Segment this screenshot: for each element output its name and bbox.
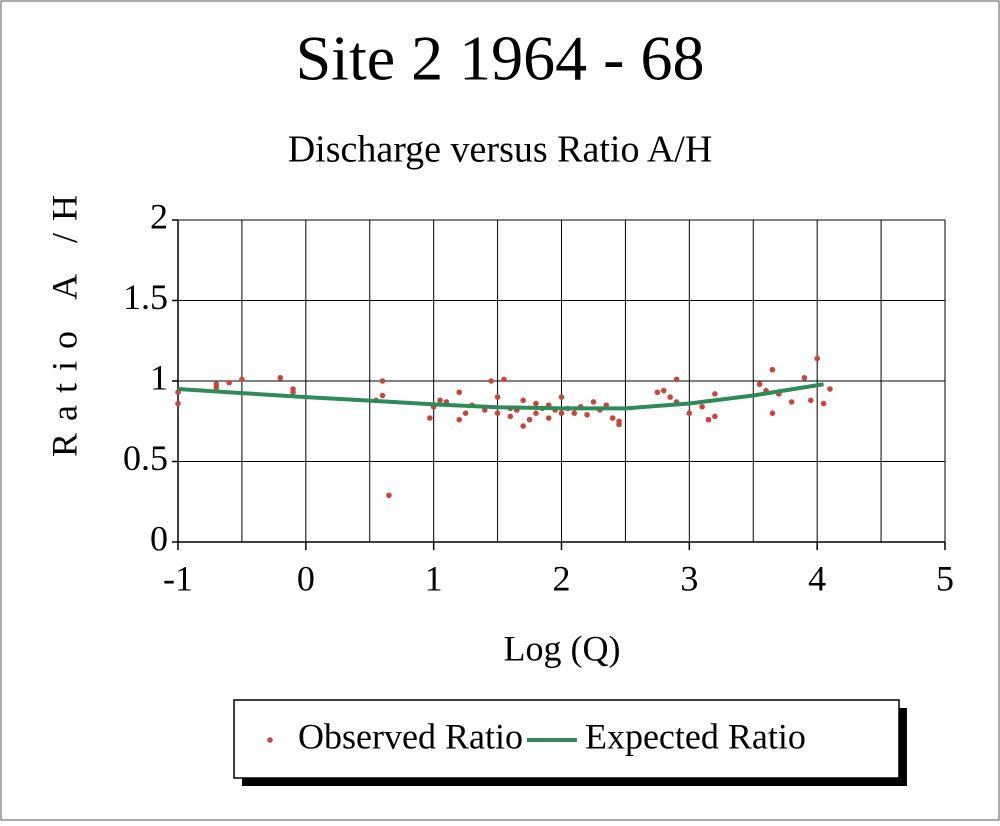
data-point [712, 413, 718, 420]
data-point [427, 415, 433, 421]
data-point [386, 492, 392, 499]
y-tick-label: 1.5 [123, 277, 168, 317]
data-point [277, 374, 284, 381]
data-point [213, 384, 220, 391]
data-point [827, 386, 833, 392]
data-point [239, 376, 245, 383]
chart-title: Site 2 1964 - 68 [296, 23, 705, 94]
data-point [462, 410, 469, 417]
data-point [290, 389, 296, 396]
data-point [558, 394, 565, 400]
y-tick-label: 0.5 [123, 438, 168, 478]
data-point [814, 355, 820, 362]
x-tick-label: 5 [936, 558, 954, 598]
data-point [520, 423, 526, 429]
data-point [616, 418, 622, 425]
x-tick-label: 0 [297, 558, 315, 598]
data-point [801, 374, 808, 381]
data-point [654, 389, 661, 396]
y-tick-label: 2 [150, 196, 168, 236]
data-point [494, 410, 501, 417]
data-point [820, 400, 827, 407]
x-axis-label: Log (Q) [504, 628, 621, 668]
x-tick-label: 4 [808, 558, 826, 598]
data-point [545, 415, 552, 421]
legend-label: Expected Ratio [585, 716, 806, 756]
data-point [520, 397, 526, 404]
data-point [590, 399, 597, 405]
data-point [558, 410, 565, 417]
data-point [488, 378, 494, 384]
x-tick-label: 1 [425, 558, 443, 598]
x-tick-label: 3 [680, 558, 698, 598]
data-point [507, 413, 514, 420]
data-point [788, 399, 795, 405]
data-point [456, 389, 463, 396]
data-point [494, 394, 501, 400]
data-point [501, 376, 507, 383]
data-point [756, 381, 763, 388]
data-point [437, 397, 443, 404]
data-point [533, 410, 539, 417]
data-point [456, 416, 463, 423]
y-tick-label: 0 [150, 518, 168, 558]
trend-line [177, 382, 824, 411]
legend-marker [267, 737, 273, 743]
x-tick-label: 2 [553, 558, 571, 598]
chart-subtitle: Discharge versus Ratio A/H [288, 129, 713, 171]
data-point [226, 379, 232, 386]
data-point [807, 397, 814, 404]
data-point [175, 400, 181, 407]
legend-label: Observed Ratio [298, 716, 523, 756]
data-point [705, 416, 712, 423]
data-point [379, 392, 386, 399]
data-point [609, 415, 616, 421]
data-point [699, 403, 705, 410]
x-tick-label: -1 [163, 558, 193, 598]
data-point [667, 394, 673, 400]
data-point [769, 366, 776, 373]
data-point [533, 400, 539, 407]
data-point [584, 412, 590, 418]
data-point [660, 387, 667, 394]
data-point [571, 410, 578, 417]
data-point [712, 391, 718, 397]
data-point [769, 410, 776, 417]
data-point [379, 378, 386, 384]
data-point [686, 410, 693, 417]
data-point [526, 416, 533, 423]
y-axis-label: Ratio A /H [44, 183, 84, 457]
data-point [673, 376, 680, 383]
y-tick-label: 1 [150, 357, 168, 397]
